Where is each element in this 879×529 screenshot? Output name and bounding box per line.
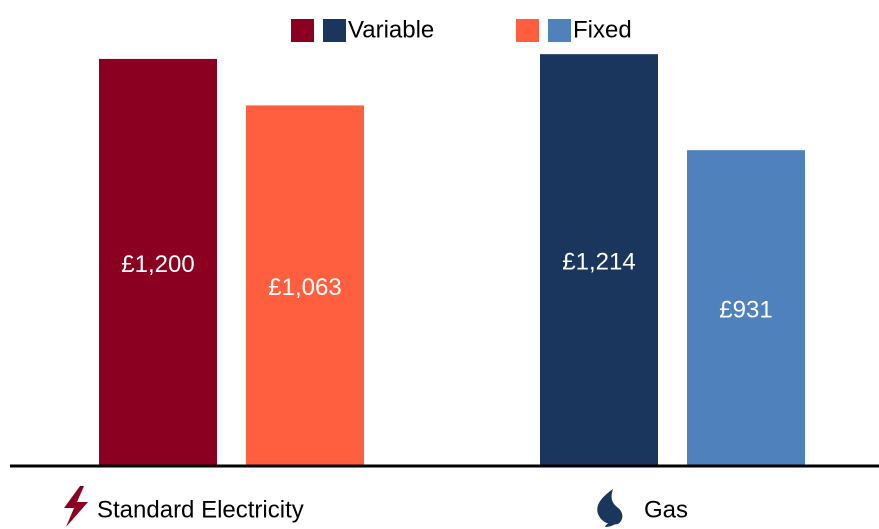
x-tick-label: Standard Electricity <box>97 496 304 523</box>
value-label: £1,214 <box>562 248 635 275</box>
bar <box>687 150 805 466</box>
x-tick-label: Gas <box>644 496 688 523</box>
bars: £1,200 £1,063 £1,214 £931 <box>99 54 805 467</box>
electricity-icon <box>64 486 88 527</box>
legend-swatch <box>516 19 539 42</box>
legend: Variable Fixed <box>291 16 632 43</box>
bar <box>246 105 364 466</box>
legend-label: Variable <box>348 16 434 43</box>
value-label: £1,063 <box>268 274 341 301</box>
legend-swatch <box>291 19 314 42</box>
value-label: £931 <box>719 296 772 323</box>
bar <box>540 54 658 466</box>
legend-swatch <box>323 19 346 42</box>
legend-swatch <box>548 19 571 42</box>
legend-label: Fixed <box>573 16 632 43</box>
value-label: £1,200 <box>121 251 194 278</box>
gas-icon <box>597 489 623 527</box>
bar <box>99 58 217 467</box>
